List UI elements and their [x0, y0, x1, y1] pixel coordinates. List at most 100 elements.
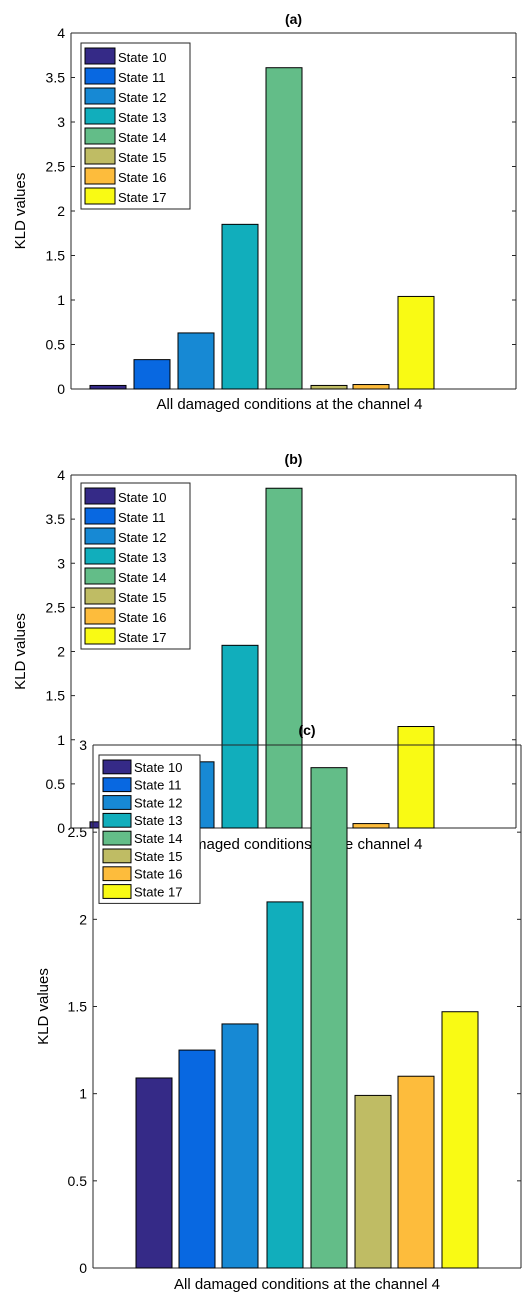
legend-entry: State 10	[118, 490, 166, 505]
y-tick-label: 3.5	[46, 511, 66, 527]
y-tick-label: 1	[79, 1086, 87, 1102]
bar-state-16	[352, 384, 390, 390]
legend-entry: State 13	[134, 813, 182, 828]
legend-entry: State 16	[118, 610, 166, 625]
y-axis-label: KLD values	[35, 968, 52, 1045]
bar-state-13	[221, 223, 259, 390]
x-axis-label: All damaged conditions at the channel 4	[156, 836, 422, 853]
y-tick-label: 4	[57, 467, 65, 483]
legend-swatch	[84, 627, 116, 645]
legend-entry: State 13	[118, 550, 166, 565]
y-tick-label: 2	[79, 911, 87, 927]
legend-entry: State 15	[134, 849, 182, 864]
legend-swatch	[102, 830, 132, 846]
legend-swatch	[102, 777, 132, 793]
legend-entry: State 17	[118, 630, 166, 645]
y-tick-label: 0	[57, 820, 65, 836]
legend-entry: State 17	[118, 190, 166, 205]
y-tick-label: 0.5	[46, 337, 66, 353]
legend-entry: State 12	[134, 795, 182, 810]
legend-entry: State 17	[134, 884, 182, 899]
legend-swatch	[84, 547, 116, 565]
y-tick-label: 1	[57, 292, 65, 308]
bar-state-10	[89, 384, 127, 390]
legend-entry: State 13	[118, 110, 166, 125]
bar-state-17	[397, 726, 435, 829]
legend-swatch	[84, 567, 116, 585]
bar-state-14	[310, 767, 348, 1269]
y-tick-label: 4	[57, 25, 65, 41]
legend-swatch	[102, 795, 132, 810]
chart-title: (b)	[285, 451, 303, 467]
x-axis-label: All damaged conditions at the channel 4	[156, 396, 422, 413]
y-tick-label: 0	[79, 1260, 87, 1276]
bar-state-13	[221, 644, 259, 829]
bar-state-12	[177, 332, 215, 390]
legend-swatch	[84, 107, 116, 125]
y-tick-label: 0.5	[68, 1173, 88, 1189]
legend-entry: State 15	[118, 150, 166, 165]
legend-entry: State 12	[118, 90, 166, 105]
chart-panel-3: 0 0.5 1 1.5 2 2.5 3 (c) All damaged conditions a…	[35, 722, 522, 1293]
y-tick-label: 1.5	[46, 248, 66, 264]
legend-entry: State 10	[118, 50, 166, 65]
y-axis-label: KLD values	[12, 613, 29, 690]
y-tick-label: 0	[57, 381, 65, 397]
legend: State 10 State 11 State 12 State 13 State 14…	[80, 482, 191, 650]
y-tick-label: 3	[57, 555, 65, 571]
y-tick-label: 2.5	[46, 599, 66, 615]
y-axis-label: KLD values	[12, 173, 29, 250]
chart-title: (a)	[285, 11, 302, 27]
legend-swatch	[84, 527, 116, 545]
legend-swatch	[102, 848, 132, 864]
bar-state-17	[441, 1011, 479, 1269]
legend-swatch	[84, 127, 116, 145]
bar-state-11	[178, 1049, 216, 1269]
bar-state-13	[266, 901, 304, 1269]
bar-state-14	[265, 487, 303, 829]
legend-entry: State 10	[134, 760, 182, 775]
y-tick-label: 2.5	[68, 824, 88, 840]
legend-swatch	[84, 607, 116, 625]
y-tick-label: 2	[57, 644, 65, 660]
y-tick-label: 2	[57, 203, 65, 219]
y-tick-label: 3	[57, 114, 65, 130]
y-tick-label: 2.5	[46, 159, 66, 175]
legend-entry: State 11	[118, 510, 165, 525]
legend-entry: State 14	[118, 570, 166, 585]
bar-state-15	[310, 384, 348, 390]
y-tick-label: 1.5	[68, 999, 88, 1015]
legend-swatch	[102, 812, 132, 828]
legend-swatch	[84, 187, 116, 205]
bar-state-11	[133, 359, 171, 390]
legend-entry: State 15	[118, 590, 166, 605]
legend-entry: State 11	[118, 70, 165, 85]
bar-state-14	[265, 67, 303, 390]
legend-swatch	[84, 507, 116, 525]
x-axis-label: All damaged conditions at the channel 4	[174, 1276, 440, 1293]
legend-swatch	[102, 866, 132, 882]
bar-state-12	[221, 1023, 259, 1269]
legend-swatch	[84, 167, 116, 185]
legend-swatch	[84, 87, 116, 105]
legend-swatch	[102, 884, 132, 899]
bar-state-16	[352, 823, 390, 829]
legend-swatch	[84, 487, 116, 505]
legend-swatch	[84, 47, 116, 65]
chart-title: (c)	[298, 722, 315, 738]
legend-swatch	[84, 67, 116, 85]
legend-entry: State 16	[134, 867, 182, 882]
chart-panel-1: 0 0.5 1 1.5 2 2.5 3 3.5 4 (a) All damaged conditio…	[12, 11, 517, 413]
y-tick-label: 1	[57, 732, 65, 748]
legend-entry: State 11	[134, 778, 181, 793]
legend: State 10 State 11 State 12 State 13 State 14…	[98, 754, 201, 904]
y-tick-label: 0.5	[46, 776, 66, 792]
legend-entry: State 14	[134, 831, 182, 846]
bar-state-15	[354, 1094, 392, 1269]
bar-state-17	[397, 295, 435, 390]
legend-swatch	[102, 759, 132, 775]
legend-entry: State 12	[118, 530, 166, 545]
chart-panel-2: 0 0.5 1 1.5 2 2.5 3 3.5 4 (b) All damaged conditio…	[12, 451, 517, 853]
legend-entry: State 16	[118, 170, 166, 185]
